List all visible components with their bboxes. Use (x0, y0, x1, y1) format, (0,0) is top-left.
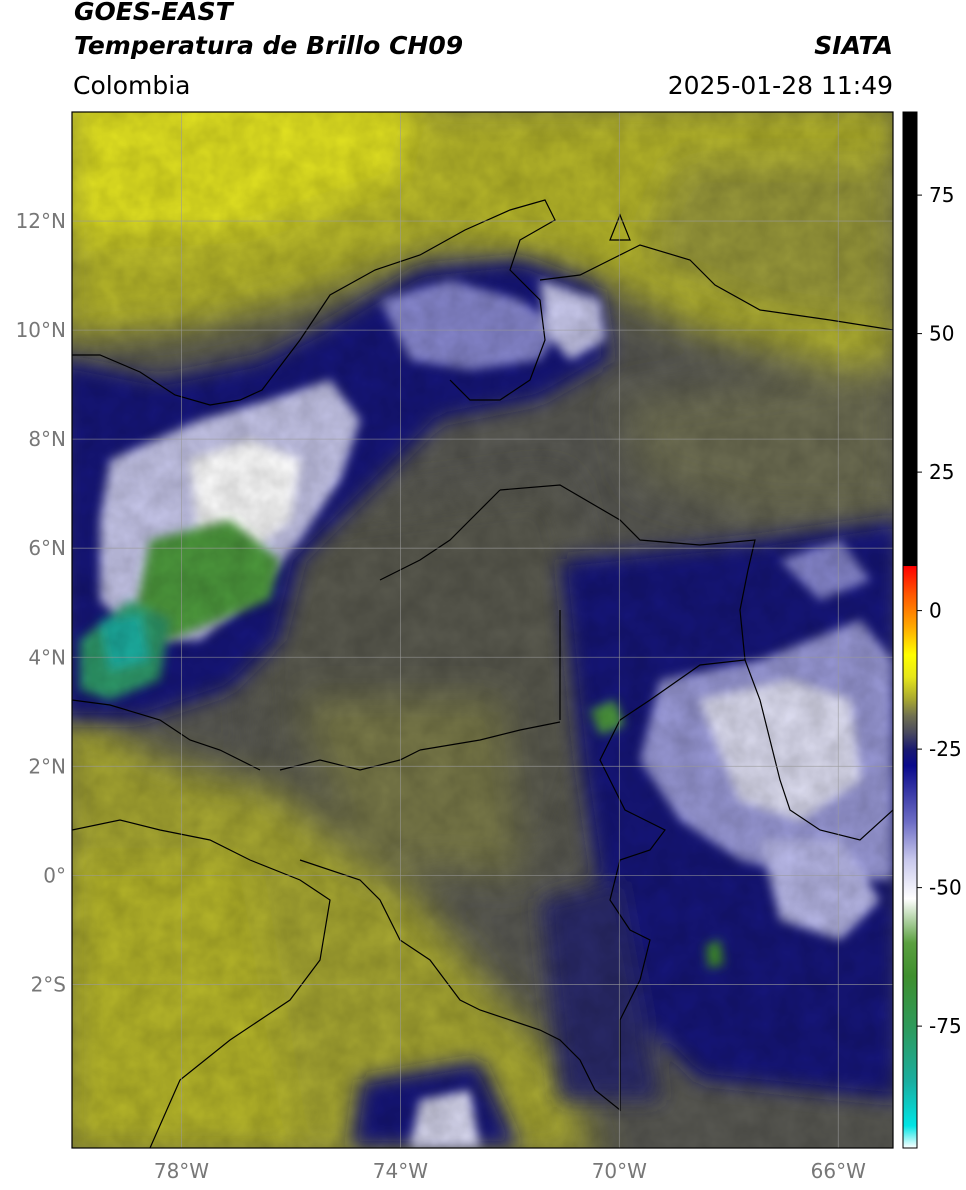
lon-tick-label: 70°W (592, 1159, 647, 1183)
lat-tick-label: 2°S (31, 972, 66, 996)
colorbar: 75 50 25 0 -25 -50 -75 (902, 111, 962, 1149)
lon-tick-label: 74°W (373, 1159, 428, 1183)
colorbar-tick-label: -75 (929, 1014, 962, 1038)
colorbar-tick-label: 75 (929, 183, 954, 207)
map-frame (71, 111, 894, 1149)
region-label: Colombia (73, 71, 191, 100)
lat-tick-label: 6°N (28, 536, 66, 560)
lat-tick-label: 4°N (28, 645, 66, 669)
longitude-axis: 78°W 74°W 70°W 66°W (154, 1159, 866, 1183)
graticule (72, 112, 893, 1148)
product-title: Temperatura de Brillo CH09 (74, 31, 464, 60)
lat-tick-label: 8°N (28, 427, 66, 451)
satellite-title: GOES-EAST (74, 0, 233, 26)
datetime-label: 2025-01-28 11:49 (667, 71, 893, 100)
colorbar-tick-label: 25 (929, 460, 954, 484)
country-borders (72, 199, 893, 1148)
colorbar-tick-label: -25 (929, 737, 962, 761)
colorbar-tick-label: -50 (929, 876, 962, 900)
source-label: SIATA (814, 31, 893, 60)
lon-tick-label: 66°W (811, 1159, 866, 1183)
lat-tick-label: 0° (43, 863, 66, 887)
latitude-axis: 12°N 10°N 8°N 6°N 4°N 2°N 0° 2°S (16, 209, 66, 996)
brightness-temperature-field (72, 112, 893, 1148)
lon-tick-label: 78°W (154, 1159, 209, 1183)
lat-tick-label: 10°N (16, 318, 66, 342)
colorbar-tick-label: 0 (929, 599, 942, 623)
colorbar-tick-label: 50 (929, 322, 954, 346)
lat-tick-label: 2°N (28, 754, 66, 778)
lat-tick-label: 12°N (16, 209, 66, 233)
